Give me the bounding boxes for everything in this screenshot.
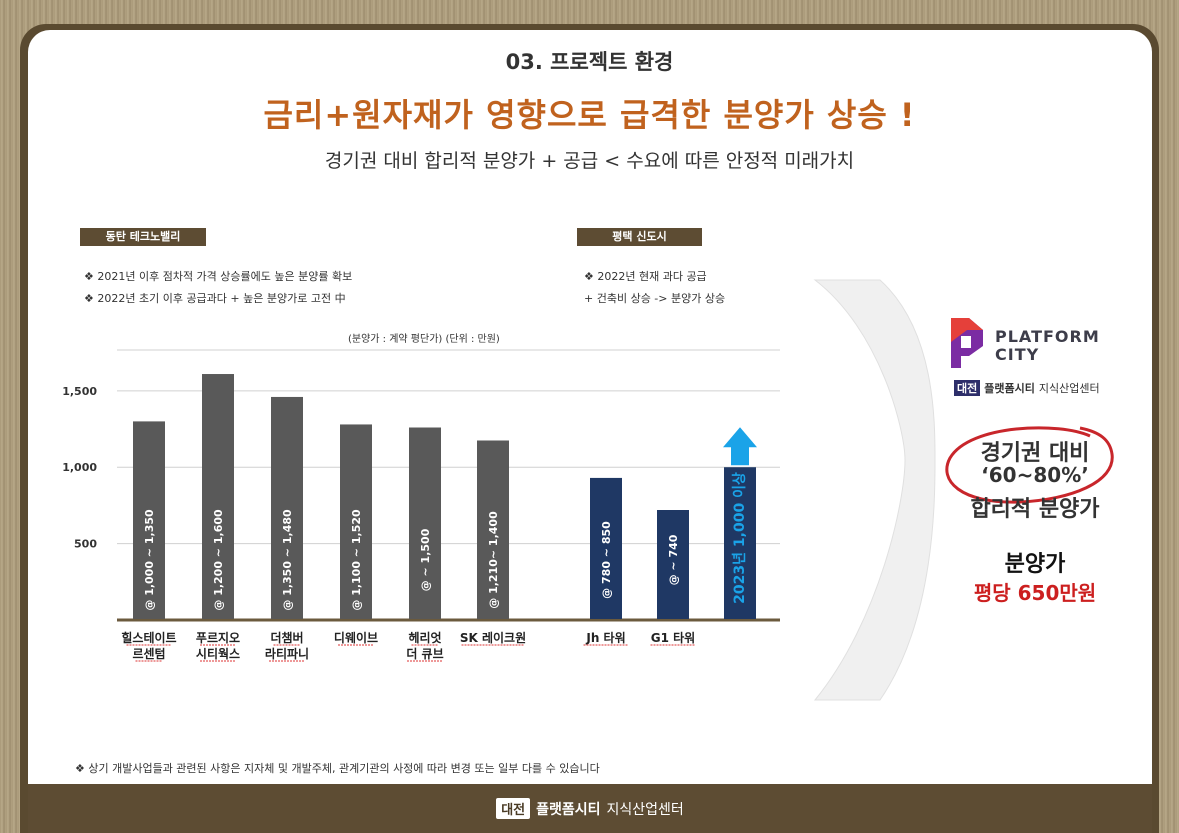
pyeongtaek-bullet-1: ❖ 2022년 현재 과다 공급	[584, 270, 707, 283]
headline: 금리+원자재가 영향으로 급격한 분양가 상승 !	[263, 96, 916, 134]
category-label: 힐스테이트	[121, 630, 176, 645]
logo-line-1: PLATFORM	[995, 327, 1100, 346]
category-label: 디웨이브	[334, 630, 378, 645]
bar-value-label: @ 1,210~ 1,400	[487, 511, 500, 609]
dongtan-tag: 동탄 테크노밸리	[80, 228, 206, 246]
flow-arrow-shape	[813, 279, 936, 701]
y-tick-label: 500	[74, 538, 97, 551]
footnote: ❖ 상기 개발사업들과 관련된 사항은 지자체 및 개발주체, 관계기관의 사정…	[75, 762, 600, 775]
category-label: 르센텀	[132, 646, 165, 661]
pyeongtaek-tag: 평택 신도시	[577, 228, 702, 246]
bar	[133, 421, 165, 619]
category-label: G1 타워	[651, 630, 695, 645]
subheadline: 경기권 대비 합리적 분양가 + 공급 < 수요에 따른 안정적 미래가치	[324, 150, 855, 172]
bar	[724, 467, 756, 619]
bar	[202, 374, 234, 619]
footer-tag: 대전	[496, 798, 531, 819]
logo-text: PLATFORM CITY	[995, 328, 1100, 364]
category-label: 더 큐브	[406, 646, 443, 661]
bar-value-label: @ ~ 1,500	[419, 528, 432, 591]
bar-value-label: @ 1,100 ~ 1,520	[350, 509, 363, 611]
red-circle-highlight	[945, 426, 1114, 504]
bar	[271, 396, 303, 619]
claim-line-2: ‘60~80%’	[981, 463, 1089, 487]
claim-line-1: 경기권 대비	[980, 441, 1090, 466]
bar	[657, 510, 689, 619]
category-label: Jh 타워	[585, 630, 625, 645]
dongtan-bullet-1: ❖ 2021년 이후 점차적 가격 상승률에도 높은 분양률 확보	[84, 270, 353, 283]
bar-value-label: 2023년 1,000 이상	[731, 472, 748, 604]
price-label: 분양가	[1004, 552, 1066, 577]
bar-value-label: @ 780 ~ 850	[600, 521, 613, 599]
platform-city-logo-icon	[951, 318, 983, 368]
category-label: 라티파니	[265, 646, 309, 661]
bar-value-label: @ 1,350 ~ 1,480	[281, 509, 294, 611]
category-label: 헤리엇	[408, 630, 441, 645]
up-arrow-icon	[723, 427, 757, 466]
y-tick-label: 1,000	[62, 461, 97, 474]
pyeongtaek-bullet-2: + 건축비 상승 -> 분양가 상승	[584, 292, 726, 305]
section-title: 03. 프로젝트 환경	[505, 50, 674, 74]
category-label: 푸르지오	[196, 630, 240, 645]
price-value: 평당 650만원	[973, 581, 1097, 605]
logo-sub-bold: 플랫폼시티	[984, 382, 1035, 395]
bar	[477, 440, 509, 619]
bar	[590, 477, 622, 619]
logo-sub-tag: 대전	[954, 380, 981, 396]
y-tick-label: 1,500	[62, 385, 97, 398]
logo-subtitle: 대전 플랫폼시티 지식산업센터	[954, 380, 1100, 396]
bar-value-label: @ ~ 740	[667, 534, 680, 585]
category-label: 더챔버	[270, 630, 303, 645]
claim-line-3: 합리적 분양가	[970, 497, 1100, 522]
unit-note: (분양가 : 계약 평단가) (단위 : 만원)	[348, 334, 500, 345]
category-label: 시티웍스	[196, 646, 240, 661]
category-label: SK 레이크원	[460, 630, 526, 645]
logo-sub-normal: 지식산업센터	[1038, 382, 1100, 395]
bar-value-label: @ 1,200 ~ 1,600	[212, 509, 225, 611]
bar	[340, 424, 372, 619]
footer-brand: 플랫폼시티	[536, 801, 601, 818]
footer-brand-suffix: 지식산업센터	[606, 801, 684, 818]
dongtan-bullet-2: ❖ 2022년 초기 이후 공급과다 + 높은 분양가로 고전 中	[84, 292, 346, 305]
footer-bar: 대전 플랫폼시티 지식산업센터	[28, 784, 1152, 833]
logo-line-2: CITY	[995, 345, 1040, 364]
bar-value-label: @ 1,000 ~ 1,350	[143, 509, 156, 611]
bar	[409, 427, 441, 619]
